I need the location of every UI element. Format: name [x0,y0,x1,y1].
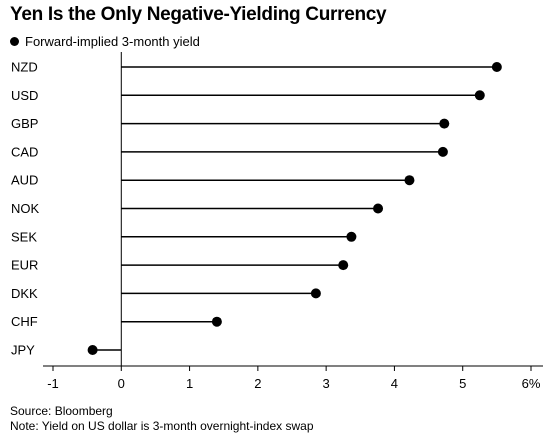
value-dot [491,62,502,72]
value-dot [373,203,384,214]
x-tick-label: 4 [391,376,398,391]
x-tick-label: 0 [118,376,125,391]
x-tick-label: 3 [323,376,330,391]
data-row: SEK [11,229,357,244]
category-label: AUD [11,173,38,188]
x-tick-label: 2 [254,376,261,391]
data-row: NOK [11,201,384,216]
value-dot [439,118,450,129]
value-dot [404,175,415,186]
data-row: CHF [11,314,222,329]
x-tick-label: 6% [522,376,541,391]
data-row: USD [11,88,485,103]
category-label: GBP [11,116,38,131]
value-dot [474,90,485,101]
legend-marker-icon [10,37,19,46]
category-label: CAD [11,144,38,159]
data-row: GBP [11,116,450,131]
category-label: USD [11,88,38,103]
x-tick-label: -1 [47,376,59,391]
data-row: AUD [11,173,415,188]
legend: Forward-implied 3-month yield [10,34,200,49]
category-label: SEK [11,229,37,244]
data-row: JPY [11,343,122,358]
legend-label: Forward-implied 3-month yield [25,34,200,49]
category-label: DKK [11,286,38,301]
category-label: NOK [11,201,40,216]
category-label: JPY [11,343,35,358]
note-text: Note: Yield on US dollar is 3-month over… [10,419,314,433]
x-tick-label: 5 [459,376,466,391]
data-row: CAD [11,144,448,159]
value-dot [437,146,448,157]
data-row: DKK [11,286,321,301]
value-dot [346,231,357,242]
category-label: NZD [11,60,38,75]
chart-rows: NZD USD GBP CAD AUD NOK SEK EUR DKK CHF JPY [11,60,502,358]
value-dot [338,260,349,271]
data-row: NZD [11,60,502,75]
value-dot [211,316,222,327]
source-text: Source: Bloomberg [10,404,113,418]
x-tick-label: 1 [186,376,193,391]
data-row: EUR [11,258,349,273]
category-label: CHF [11,314,38,329]
chart-title: Yen Is the Only Negative-Yielding Curren… [10,4,387,25]
value-dot [87,345,98,355]
x-axis-ticks: -1 0 1 2 3 4 5 6% [47,366,541,391]
value-dot [310,288,321,299]
category-label: EUR [11,258,38,273]
